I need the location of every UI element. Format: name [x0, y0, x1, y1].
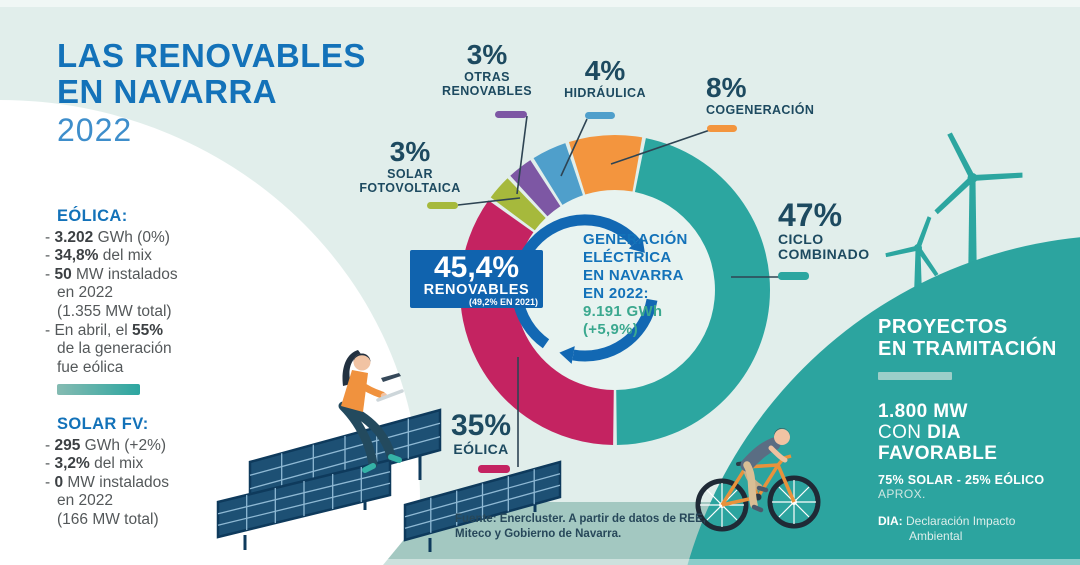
callout-hidraulica: 4% HIDRÁULICA [546, 55, 664, 101]
center-line4: EN 2022: [583, 285, 649, 302]
dia-definition: DIA: Declaración Impacto Ambiental [878, 514, 1078, 544]
renewables-note: (49,2% EN 2021) [468, 297, 538, 307]
projects-divider-bar [878, 372, 952, 380]
cogeneracion-name: COGENERACIÓN [706, 103, 815, 117]
donut-segment-ciclo-combinado [616, 138, 771, 445]
bicycle [695, 454, 821, 532]
stat-line: - 50 MW instalados [45, 265, 178, 283]
solarfv-name-1: SOLAR [387, 167, 433, 181]
stat-line: - 295 GWh (+2%) [45, 436, 167, 454]
stat-line: - 3,2% del mix [45, 455, 144, 473]
panel-back [248, 408, 442, 504]
stat-line: en 2022 [57, 284, 114, 302]
cogeneracion-color-bar [707, 125, 737, 132]
renewables-label: RENOVABLES [423, 282, 530, 298]
eolica-stats-block: EÓLICA: - 3.202 GWh (0%) - 34,8% del mix -… [45, 207, 245, 377]
stat-line: (166 MW total) [57, 510, 159, 528]
stat-line: fue eólica [57, 358, 124, 376]
center-total-change: (+5,9%) [583, 321, 639, 338]
eolica-stat-lines: - 3.202 GWh (0%) - 34,8% del mix - 50 MW i… [45, 229, 245, 378]
renewables-pct: 45,4% [433, 251, 520, 284]
otras-name-1: OTRAS [464, 70, 510, 84]
projects-mw: 1.800 MW [878, 401, 968, 422]
ciclo-color-bar [778, 272, 809, 280]
panel-front-left [216, 458, 392, 539]
source-line1: Fuente: Enercluster. A partir de datos d… [455, 513, 706, 525]
stat-line: (1.355 MW total) [57, 302, 172, 320]
otras-name-2: RENOVABLES [442, 84, 532, 98]
ciclo-pct: 47% [778, 197, 843, 233]
otras-color-bar [495, 111, 527, 118]
donut-segment-solar-fotovoltaica [490, 178, 546, 231]
page-title: LAS RENOVABLES EN NAVARRA 2022 [57, 37, 366, 149]
center-line2: ELÉCTRICA [583, 249, 672, 266]
ciclo-name-2: COMBINADO [778, 246, 870, 262]
projects-favorable: FAVORABLE [878, 443, 998, 464]
cyclist-illustration [695, 428, 821, 532]
eolica-color-bar [478, 465, 510, 473]
otras-pct: 3% [466, 39, 508, 70]
cycle-arrows-icon [511, 214, 658, 364]
hidraulica-name: HIDRÁULICA [564, 86, 646, 100]
ciclo-name-1: CICLO [778, 231, 824, 247]
projects-approx: APROX. [878, 487, 926, 501]
person-on-panels [338, 350, 404, 473]
callout-cogeneracion: 8% COGENERACIÓN [706, 72, 876, 118]
cogeneracion-pct: 8% [706, 72, 747, 103]
title-line1: LAS RENOVABLES [57, 37, 366, 74]
callout-ciclo-combinado: 47% CICLO COMBINADO [778, 198, 918, 262]
source-line2: Miteco y Gobierno de Navarra. [455, 528, 622, 540]
solar-stat-lines: - 295 GWh (+2%) - 3,2% del mix - 0 MW inst… [45, 437, 245, 530]
solar-heading: SOLAR FV: [57, 415, 149, 433]
eolica-name: EÓLICA [453, 441, 509, 457]
stat-line: en 2022 [57, 492, 114, 510]
donut-segment-cogeneraci-n [568, 134, 643, 195]
renewables-share-box: 45,4% RENOVABLES (49,2% EN 2021) [410, 250, 543, 308]
solarfv-color-bar [427, 202, 458, 209]
donut-segment-hidr-ulica [533, 143, 583, 205]
callout-eolica: 35% EÓLICA [421, 410, 541, 457]
hidraulica-pct: 4% [584, 55, 626, 86]
center-line1: GENERACIÓN [583, 231, 688, 248]
dia-definition-1: Declaración Impacto [906, 514, 1016, 528]
dia-label: DIA: [878, 514, 903, 528]
center-line3: EN NAVARRA [583, 267, 684, 284]
title-line2: EN NAVARRA [57, 73, 278, 110]
projects-con-dia: CON DIA [878, 422, 1078, 443]
panel-front-right [403, 460, 562, 542]
source-attribution: Fuente: Enercluster. A partir de datos d… [455, 512, 706, 542]
projects-heading-2: EN TRAMITACIÓN [878, 337, 1057, 360]
dia-text: DIA [927, 422, 962, 443]
eolica-pct: 35% [450, 409, 512, 442]
center-total-gwh: 9.191 GWh [583, 303, 663, 320]
projects-heading-1: PROYECTOS [878, 316, 1008, 338]
stat-line: - 34,8% del mix [45, 247, 152, 265]
title-year: 2022 [57, 112, 133, 148]
stat-line: - En abril, el 55% [45, 321, 164, 339]
donut-segment-otras-renovables [510, 160, 561, 217]
hidraulica-color-bar [585, 112, 615, 119]
donut-center-text: GENERACIÓN ELÉCTRICA EN NAVARRA EN 2022:… [583, 231, 713, 339]
solarfv-pct: 3% [389, 136, 431, 167]
eolica-heading: EÓLICA: [57, 207, 128, 225]
stat-line: - 3.202 GWh (0%) [45, 228, 170, 246]
projects-split: 75% SOLAR - 25% EÓLICO [878, 473, 1045, 487]
donut-hole [515, 190, 715, 390]
dia-definition-2: Ambiental [909, 529, 963, 543]
rider [740, 428, 790, 513]
bottom-highlight-strip [0, 559, 1080, 565]
stat-line: - 0 MW instalados [45, 473, 170, 491]
top-highlight-strip [0, 0, 1080, 7]
solar-stats-block: SOLAR FV: - 295 GWh (+2%) - 3,2% del mix -… [45, 415, 245, 530]
stats-divider-bar [57, 384, 140, 395]
projects-panel: PROYECTOS EN TRAMITACIÓN 1.800 MW CON DI… [878, 316, 1078, 544]
callout-solar-fotovoltaica: 3% SOLAR FOTOVOLTAICA [350, 136, 470, 196]
con-text: CON [878, 422, 928, 443]
callout-otras-renovables: 3% OTRAS RENOVABLES [427, 39, 547, 99]
stat-line: de la generación [57, 340, 172, 358]
solarfv-name-2: FOTOVOLTAICA [359, 181, 461, 195]
solar-panels-illustration [216, 350, 562, 552]
